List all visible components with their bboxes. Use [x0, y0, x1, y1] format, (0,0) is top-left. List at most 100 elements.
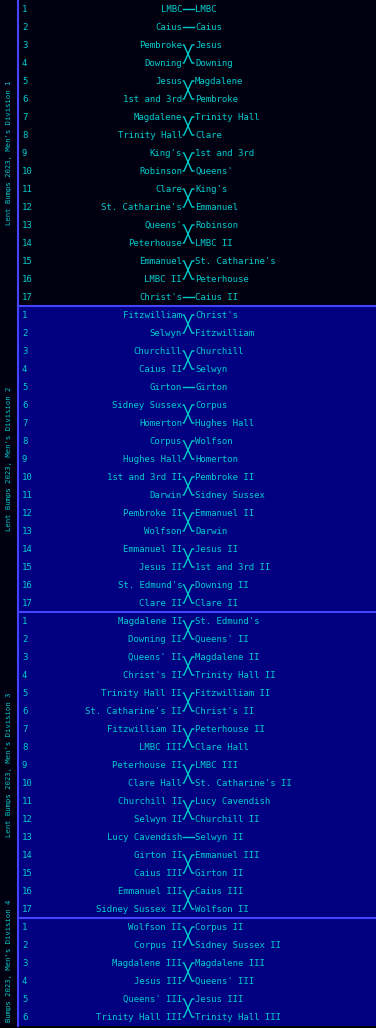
Text: Robinson: Robinson	[139, 167, 182, 176]
Text: 12: 12	[22, 814, 33, 823]
Text: 12: 12	[22, 203, 33, 212]
Text: Peterhouse: Peterhouse	[128, 238, 182, 248]
Text: Magdalene II: Magdalene II	[117, 617, 182, 625]
Text: Hughes Hall: Hughes Hall	[123, 454, 182, 464]
Bar	[18, 306, 376, 612]
Text: 1st and 3rd: 1st and 3rd	[123, 95, 182, 104]
Text: 7: 7	[22, 112, 27, 121]
Text: Girton II: Girton II	[133, 850, 182, 859]
Text: Caius II: Caius II	[139, 365, 182, 373]
Text: Queens' III: Queens' III	[123, 994, 182, 1003]
Text: 7: 7	[22, 725, 27, 734]
Text: Corpus II: Corpus II	[133, 941, 182, 950]
Text: 8: 8	[22, 437, 27, 445]
Text: Corpus: Corpus	[195, 401, 227, 409]
Bar	[0, 0, 18, 306]
Text: Pembroke: Pembroke	[139, 40, 182, 49]
Text: Caius: Caius	[195, 23, 222, 32]
Text: Queens' II: Queens' II	[195, 634, 249, 644]
Text: Churchill: Churchill	[133, 346, 182, 356]
Text: Peterhouse: Peterhouse	[195, 274, 249, 284]
Text: St. Edmund's: St. Edmund's	[195, 617, 259, 625]
Text: 10: 10	[22, 167, 33, 176]
Text: 1: 1	[22, 922, 27, 931]
Text: 13: 13	[22, 220, 33, 229]
Text: 3: 3	[22, 653, 27, 661]
Text: 13: 13	[22, 833, 33, 842]
Text: 11: 11	[22, 184, 33, 193]
Text: LMBC III: LMBC III	[139, 742, 182, 751]
Text: 6: 6	[22, 401, 27, 409]
Text: Sidney Sussex: Sidney Sussex	[112, 401, 182, 409]
Text: 13: 13	[22, 526, 33, 536]
Text: Queens': Queens'	[144, 220, 182, 229]
Text: Girton: Girton	[195, 382, 227, 392]
Text: Selwyn II: Selwyn II	[195, 833, 243, 842]
Text: Trinity Hall: Trinity Hall	[117, 131, 182, 140]
Text: Jesus: Jesus	[195, 40, 222, 49]
Text: Emmanuel III: Emmanuel III	[117, 886, 182, 895]
Text: 9: 9	[22, 148, 27, 157]
Text: Wolfson: Wolfson	[195, 437, 233, 445]
Text: Emmanuel III: Emmanuel III	[195, 850, 259, 859]
Text: Christ's: Christ's	[195, 310, 238, 320]
Text: 16: 16	[22, 274, 33, 284]
Text: Queens' III: Queens' III	[195, 977, 254, 986]
Text: Christ's: Christ's	[139, 293, 182, 301]
Text: 5: 5	[22, 994, 27, 1003]
Bar	[18, 918, 376, 1026]
Text: Homerton: Homerton	[195, 454, 238, 464]
Text: Hughes Hall: Hughes Hall	[195, 418, 254, 428]
Text: Darwin: Darwin	[150, 490, 182, 500]
Text: Wolfson II: Wolfson II	[195, 905, 249, 914]
Text: Selwyn: Selwyn	[150, 329, 182, 337]
Text: Girton: Girton	[150, 382, 182, 392]
Text: 1st and 3rd II: 1st and 3rd II	[107, 473, 182, 481]
Text: Churchill II: Churchill II	[117, 797, 182, 806]
Text: Emmanuel: Emmanuel	[195, 203, 238, 212]
Text: LMBC II: LMBC II	[195, 238, 233, 248]
Text: Emmanuel II: Emmanuel II	[195, 509, 254, 517]
Text: Lucy Cavendish: Lucy Cavendish	[107, 833, 182, 842]
Text: Queens': Queens'	[195, 167, 233, 176]
Text: 17: 17	[22, 598, 33, 608]
Text: 8: 8	[22, 131, 27, 140]
Text: King's: King's	[195, 184, 227, 193]
Text: 17: 17	[22, 293, 33, 301]
Text: 2: 2	[22, 329, 27, 337]
Text: LMBC: LMBC	[161, 4, 182, 13]
Text: Wolfson II: Wolfson II	[128, 922, 182, 931]
Text: Selwyn: Selwyn	[195, 365, 227, 373]
Text: 7: 7	[22, 418, 27, 428]
Text: Girton II: Girton II	[195, 869, 243, 878]
Text: Magdalene III: Magdalene III	[112, 958, 182, 967]
Text: Trinity Hall II: Trinity Hall II	[102, 689, 182, 698]
Text: Trinity Hall III: Trinity Hall III	[96, 1013, 182, 1022]
Text: 5: 5	[22, 76, 27, 85]
Text: St. Catharine's: St. Catharine's	[195, 257, 276, 265]
Text: 10: 10	[22, 778, 33, 787]
Text: Clare: Clare	[155, 184, 182, 193]
Text: King's: King's	[150, 148, 182, 157]
Text: Pembroke: Pembroke	[195, 95, 238, 104]
Text: Downing II: Downing II	[195, 581, 249, 589]
Text: Magdalene III: Magdalene III	[195, 958, 265, 967]
Text: Jesus: Jesus	[155, 76, 182, 85]
Text: Jesus II: Jesus II	[139, 562, 182, 572]
Text: 4: 4	[22, 365, 27, 373]
Text: Magdalene: Magdalene	[195, 76, 243, 85]
Text: 4: 4	[22, 59, 27, 68]
Text: 9: 9	[22, 454, 27, 464]
Text: 1: 1	[22, 310, 27, 320]
Text: Sidney Sussex II: Sidney Sussex II	[96, 905, 182, 914]
Text: Clare Hall: Clare Hall	[128, 778, 182, 787]
Text: 2: 2	[22, 941, 27, 950]
Text: Emmanuel: Emmanuel	[139, 257, 182, 265]
Text: 1: 1	[22, 4, 27, 13]
Text: Pembroke II: Pembroke II	[195, 473, 254, 481]
Text: 9: 9	[22, 761, 27, 770]
Text: 2: 2	[22, 634, 27, 644]
Text: 14: 14	[22, 238, 33, 248]
Text: Homerton: Homerton	[139, 418, 182, 428]
Text: Clare: Clare	[195, 131, 222, 140]
